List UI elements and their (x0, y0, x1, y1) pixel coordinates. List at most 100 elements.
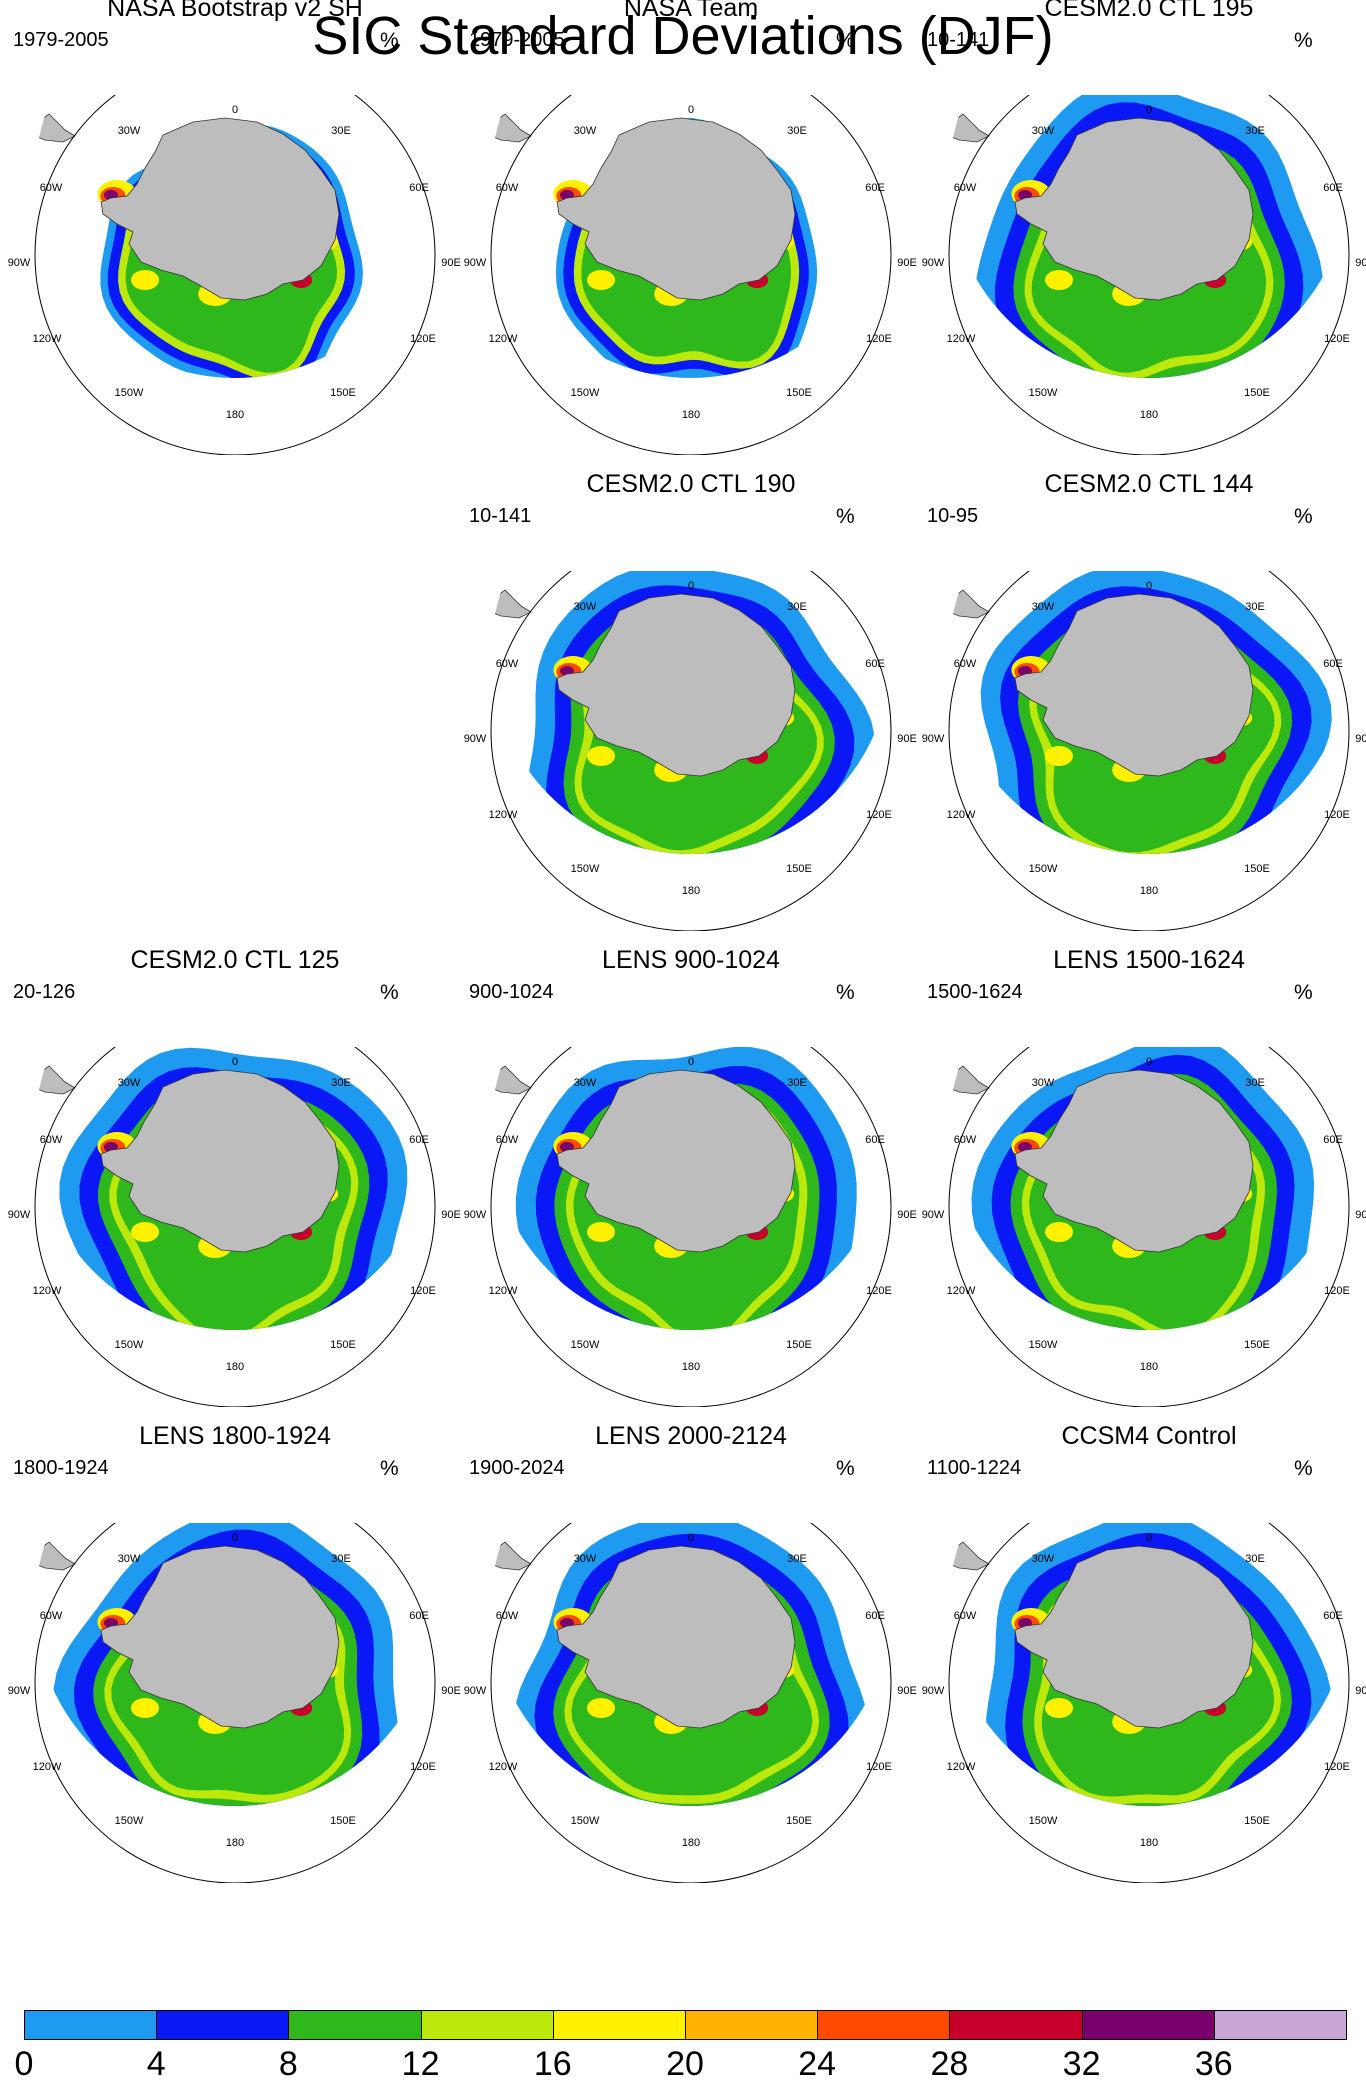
longitude-label: 90W (922, 257, 945, 269)
longitude-label: 150W (115, 1339, 144, 1351)
map-panel: CESM2.0 CTL 190 10-141% 0 30E 60E 90E 120E 150E… (461, 461, 921, 931)
longitude-label: 30W (1032, 601, 1055, 613)
map-boundary (34, 95, 436, 455)
longitude-label: 150E (1244, 1339, 1270, 1351)
longitude-labels: 0 30E 60E 90E 120E 150E 180 150W 120W 90W 60W 30W (8, 1056, 461, 1373)
colorbar-segment (156, 2010, 290, 2040)
panel-unit: % (836, 29, 855, 52)
sea-ice-field (949, 1047, 1315, 1330)
longitude-label: 30W (1032, 1077, 1055, 1089)
polar-map (34, 1523, 436, 1883)
sea-ice-field (491, 1523, 869, 1806)
longitude-label: 30E (331, 1553, 351, 1565)
longitude-label: 150E (1244, 1815, 1270, 1827)
map-panel: NASA Bootstrap v2 SH 1979-2005% 0 30E 60E 90E… (5, 0, 465, 455)
longitude-label: 90E (897, 1209, 917, 1221)
colorbar-label: 16 (533, 2045, 572, 2083)
antarctica-landmass (1014, 117, 1254, 301)
colorbar-label: 24 (798, 2045, 837, 2083)
polar-map (948, 95, 1350, 455)
longitude-label: 30E (787, 1077, 807, 1089)
colorbar-label: 0 (14, 2045, 34, 2083)
longitude-label: 60W (496, 1134, 519, 1146)
longitude-label: 120W (489, 333, 518, 345)
longitude-label: 120E (866, 809, 892, 821)
longitude-label: 30E (1245, 601, 1265, 613)
longitude-label: 60W (496, 1610, 519, 1622)
sea-ice-field (949, 95, 1324, 378)
longitude-label: 180 (226, 409, 244, 421)
longitude-label: 90W (922, 733, 945, 745)
panel-unit: % (836, 1457, 855, 1480)
sea-ice-field (491, 113, 818, 378)
antarctica-landmass (100, 1069, 340, 1253)
longitude-label: 120W (33, 1285, 62, 1297)
longitude-labels: 0 30E 60E 90E 120E 150E 180 150W 120W 90W 60W 30W (464, 1532, 917, 1849)
longitude-label: 120W (489, 1761, 518, 1773)
antarctica-landmass (1014, 1069, 1254, 1253)
longitude-label: 180 (226, 1361, 244, 1373)
longitude-label: 150E (786, 863, 812, 875)
longitude-label: 90W (8, 257, 31, 269)
map-panel: CESM2.0 CTL 125 20-126% 0 30E 60E 90E 120E 150E… (5, 937, 465, 1407)
longitude-label: 120E (866, 333, 892, 345)
antarctica-landmass (556, 1069, 796, 1253)
longitude-label: 60W (954, 1134, 977, 1146)
longitude-label: 120W (947, 333, 976, 345)
panel-period: 1979-2005 (13, 29, 109, 51)
polar-map (34, 95, 436, 455)
longitude-label: 120E (866, 1285, 892, 1297)
longitude-label: 90W (922, 1685, 945, 1697)
panel-unit: % (380, 1457, 399, 1480)
colorbar-segment (288, 2010, 422, 2040)
longitude-label: 150W (571, 1815, 600, 1827)
page-title: SIC Standard Deviations (DJF) (312, 6, 1054, 66)
longitude-label: 90E (441, 1209, 461, 1221)
panel-title: CESM2.0 CTL 144 (1044, 470, 1254, 498)
map-boundary (34, 1523, 436, 1883)
panel-title: CCSM4 Control (1061, 1422, 1237, 1450)
polar-map (490, 1523, 892, 1883)
longitude-label: 60E (409, 182, 429, 194)
map-panel: LENS 900-1024 900-1024% 0 30E 60E 90E 120E 150E… (461, 937, 921, 1407)
longitude-label: 180 (682, 409, 700, 421)
longitude-label: 120W (33, 333, 62, 345)
longitude-label: 120W (489, 809, 518, 821)
longitude-label: 180 (682, 885, 700, 897)
antarctica-landmass (556, 1545, 796, 1729)
antarctica-landmass (556, 117, 796, 301)
longitude-label: 0 (688, 1056, 694, 1068)
longitude-label: 90E (1355, 1209, 1366, 1221)
longitude-label: 30E (787, 125, 807, 137)
longitude-label: 120E (1324, 1285, 1350, 1297)
sea-ice-field (35, 1047, 408, 1330)
longitude-label: 150W (571, 863, 600, 875)
longitude-label: 150W (571, 1339, 600, 1351)
colorbar-segment (685, 2010, 819, 2040)
longitude-label: 60E (865, 182, 885, 194)
longitude-label: 60W (40, 1610, 63, 1622)
antarctica-landmass (100, 1545, 340, 1729)
longitude-label: 150E (330, 387, 356, 399)
longitude-label: 60W (954, 182, 977, 194)
longitude-label: 120E (410, 1285, 436, 1297)
longitude-label: 90E (897, 257, 917, 269)
panel-unit: % (380, 981, 399, 1004)
longitude-labels: 0 30E 60E 90E 120E 150E 180 150W 120W 90W 60W 30W (464, 1056, 917, 1373)
panel-unit: % (1294, 29, 1313, 52)
longitude-label: 0 (1146, 1056, 1152, 1068)
longitude-label: 60E (865, 1134, 885, 1146)
longitude-labels: 0 30E 60E 90E 120E 150E 180 150W 120W 90W 60W 30W (8, 1532, 461, 1849)
longitude-label: 120E (410, 1761, 436, 1773)
map-boundary (490, 95, 892, 455)
longitude-label: 90W (922, 1209, 945, 1221)
polar-map (490, 95, 892, 455)
longitude-label: 180 (682, 1837, 700, 1849)
longitude-label: 60W (496, 182, 519, 194)
panel-title: CESM2.0 CTL 195 (1044, 0, 1254, 22)
longitude-labels: 0 30E 60E 90E 120E 150E 180 150W 120W 90W 60W 30W (922, 580, 1366, 897)
map-boundary (948, 571, 1350, 931)
longitude-label: 60E (1323, 1134, 1343, 1146)
map-boundary (948, 1523, 1350, 1883)
map-boundary (34, 1047, 436, 1407)
